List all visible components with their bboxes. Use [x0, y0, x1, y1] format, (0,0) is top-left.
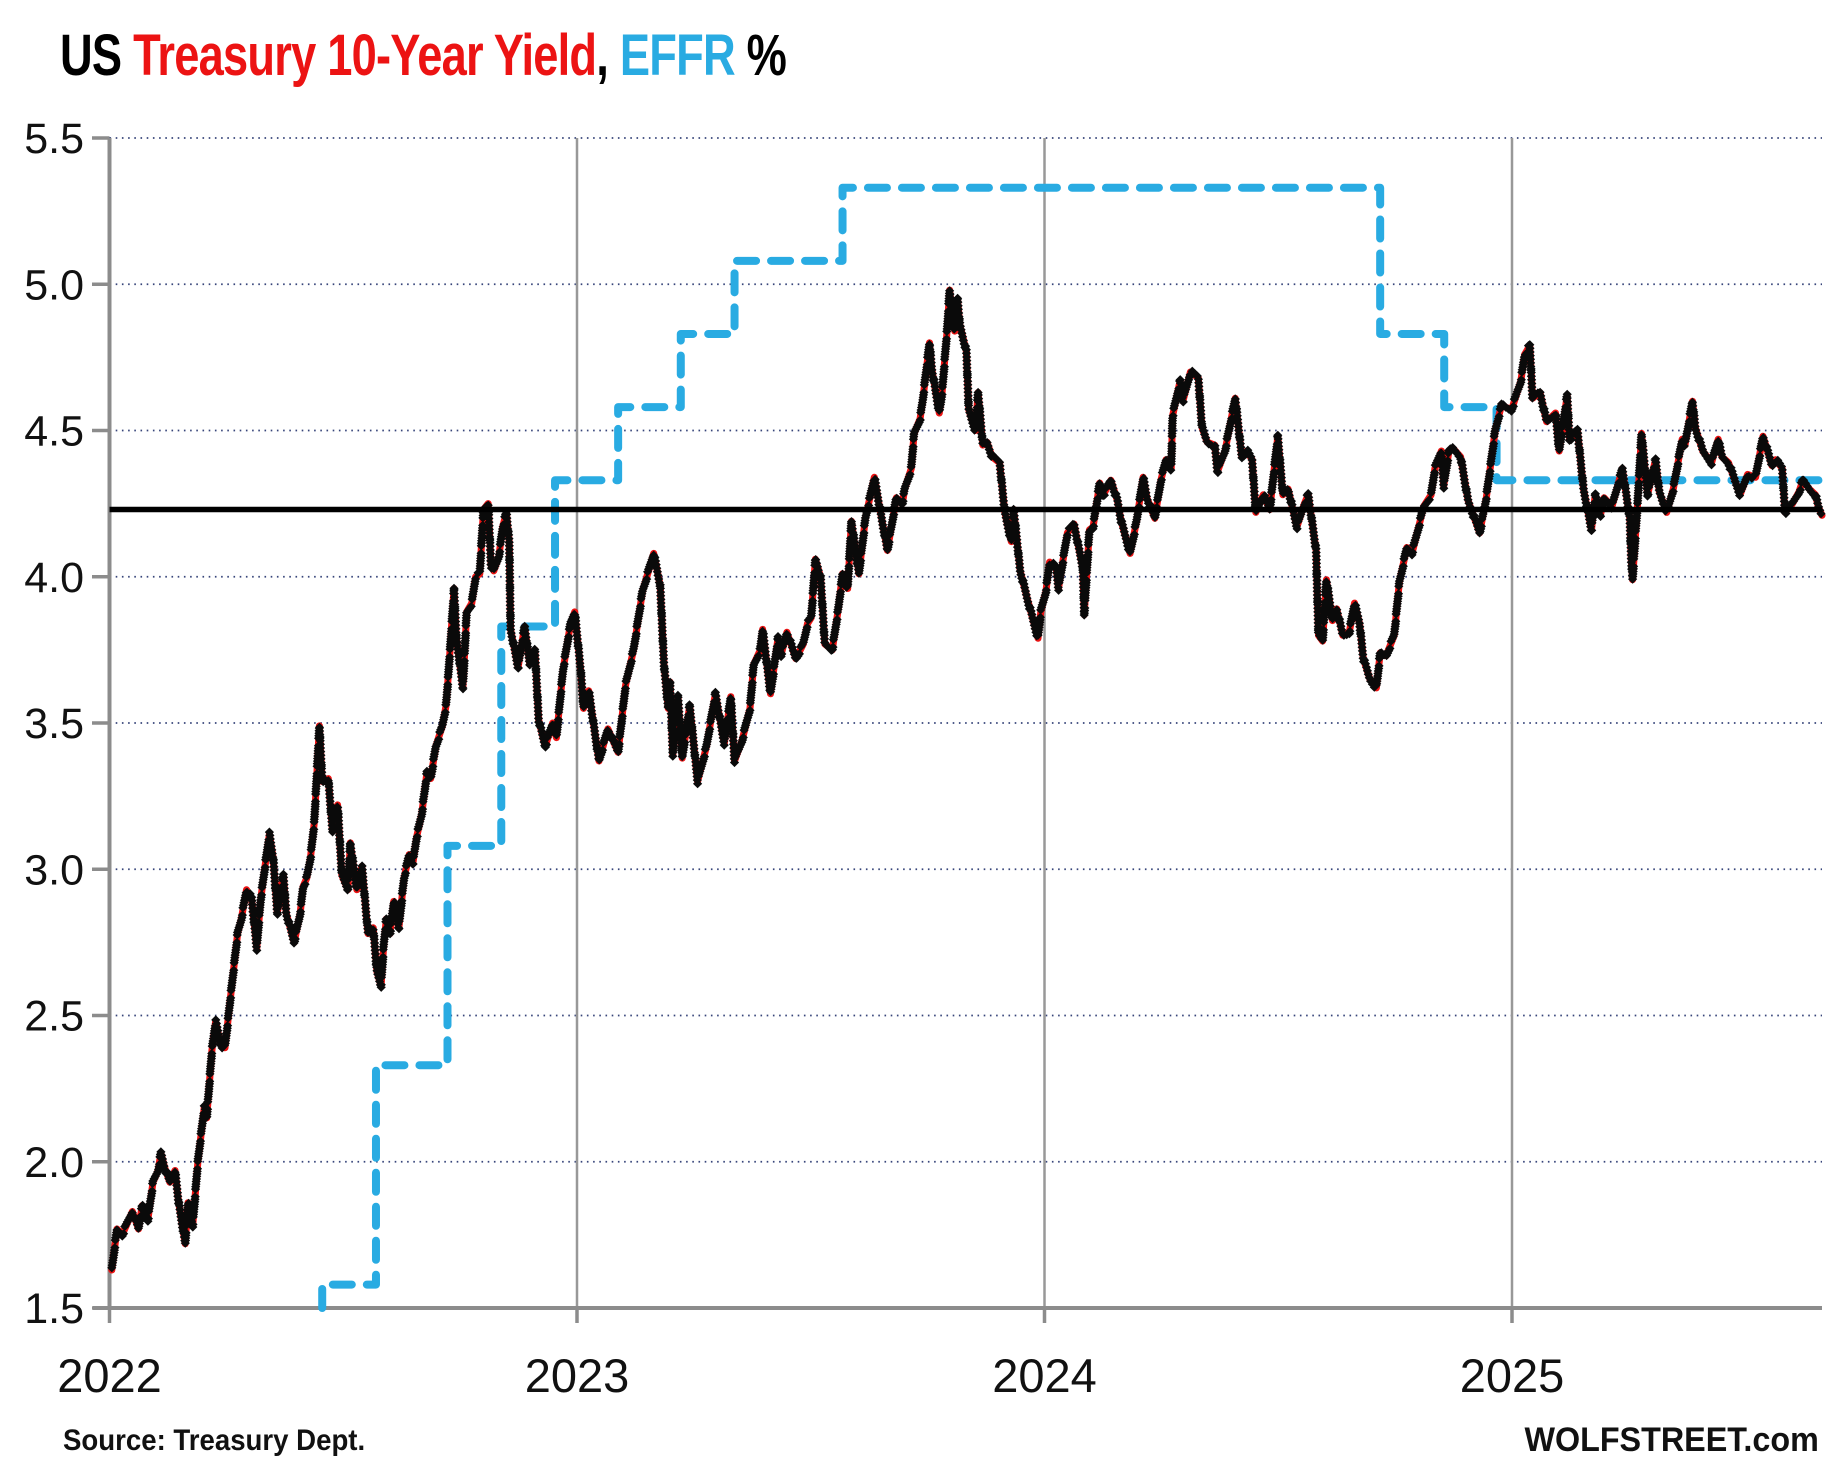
- source-note: Source: Treasury Dept.: [63, 1424, 366, 1457]
- y-axis-tick-label: 4.5: [24, 408, 84, 456]
- y-axis-tick-label: 5.0: [24, 261, 84, 309]
- y-axis-tick-label: 1.5: [24, 1285, 84, 1333]
- title-suffix: %: [734, 23, 787, 88]
- y-axis-tick-label: 3.0: [24, 846, 84, 894]
- x-axis-tick-label: 2024: [992, 1349, 1097, 1402]
- data-point-markers: [107, 286, 1826, 1273]
- title-series2-label: EFFR: [619, 23, 736, 88]
- wolfstreet-brand: WOLFSTREET.com: [1524, 1421, 1819, 1459]
- y-axis-tick-label: 5.5: [24, 115, 84, 163]
- title-separator: ,: [596, 23, 620, 88]
- chart-title: US Treasury 10-Year Yield, EFFR %: [60, 22, 787, 89]
- x-axis-tick-label: 2025: [1460, 1349, 1565, 1402]
- x-axis-tick-label: 2022: [57, 1349, 162, 1402]
- x-axis-tick-label: 2023: [525, 1349, 630, 1402]
- y-axis-tick-label: 4.0: [24, 554, 84, 602]
- y-axis-tick-label: 2.5: [24, 993, 84, 1041]
- title-prefix: US: [60, 23, 134, 88]
- y-axis-tick-label: 2.0: [24, 1139, 84, 1187]
- y-axis-tick-label: 3.5: [24, 700, 84, 748]
- title-series1-label: Treasury 10-Year Yield: [133, 23, 597, 88]
